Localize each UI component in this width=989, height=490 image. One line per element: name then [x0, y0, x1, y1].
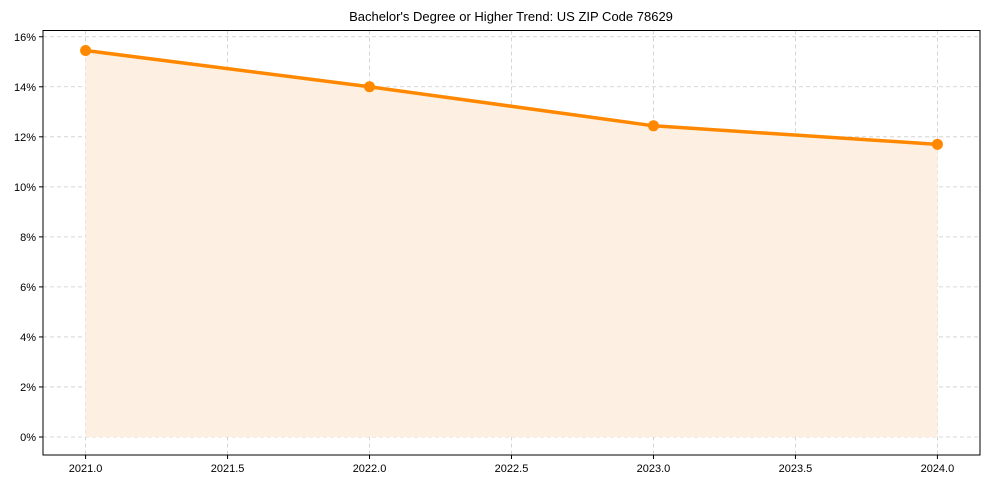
x-tick-label: 2022.5 [495, 463, 529, 475]
x-tick-label: 2024.0 [921, 463, 955, 475]
y-tick-label: 8% [20, 232, 36, 244]
y-tick-label: 14% [14, 82, 36, 94]
y-tick-label: 12% [14, 132, 36, 144]
x-tick-label: 2021.5 [211, 463, 245, 475]
y-tick-label: 4% [20, 332, 36, 344]
y-tick-label: 10% [14, 182, 36, 194]
y-tick-label: 6% [20, 282, 36, 294]
chart-title: Bachelor's Degree or Higher Trend: US ZI… [349, 9, 673, 24]
x-tick-label: 2021.0 [69, 463, 103, 475]
data-point [80, 45, 92, 57]
y-tick-label: 2% [20, 382, 36, 394]
data-point [647, 120, 659, 132]
plot-frame [42, 30, 981, 456]
x-tick-label: 2022.0 [353, 463, 387, 475]
area-fill [85, 50, 938, 437]
series-line [85, 48, 938, 147]
x-tick-label: 2023.5 [779, 463, 813, 475]
x-tick-label: 2023.0 [637, 463, 671, 475]
y-tick-label: 16% [14, 32, 36, 44]
y-tick-label: 0% [20, 432, 36, 444]
data-point [364, 81, 376, 93]
data-point [931, 138, 943, 150]
